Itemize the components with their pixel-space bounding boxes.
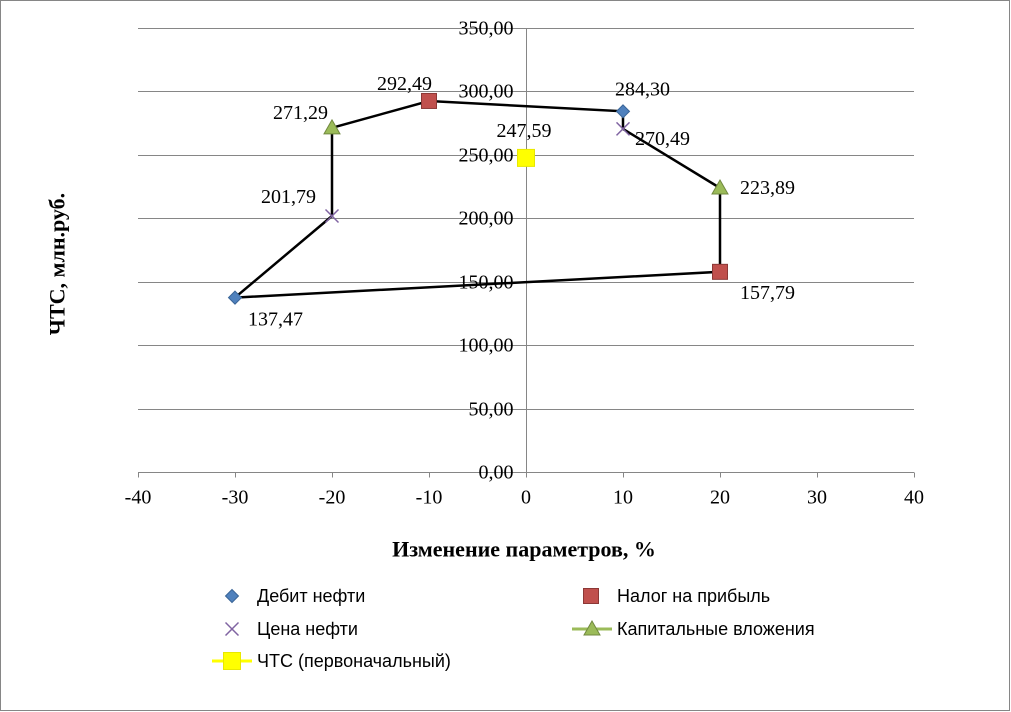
x-tick-label: 40 [904,487,924,509]
legend-square-icon [583,588,599,604]
y-tick-label: 150,00 [459,272,514,294]
x-tick-label: -10 [416,487,443,509]
x-tick-label: 30 [807,487,827,509]
series-5-point-1-label: 247,59 [497,120,552,142]
series-2-point-1-marker [421,92,437,109]
series-3-point-1-marker-stroke [324,208,340,224]
x-tick-label: -20 [319,487,346,509]
y-tick-label: 100,00 [459,335,514,357]
legend-item: Налог на прибыль [583,586,770,606]
legend-label: Капитальные вложения [617,619,815,639]
legend-triangle-icon [583,619,601,636]
y-axis-title: ЧТС, млн.руб. [45,193,70,335]
legend-x-icon [224,621,240,637]
legend-label: Налог на прибыль [617,586,770,606]
legend-label: Дебит нефти [257,586,365,606]
series-2-point-2-label: 157,79 [740,282,795,304]
series-4-point-2-label: 223,89 [740,177,795,199]
series-4-point-1-label: 271,29 [273,102,328,124]
legend-diamond-icon [224,588,240,604]
legend-item: Дебит нефти [224,586,365,606]
series-1-point-2-marker [615,104,631,119]
legend-item: ЧТС (первоначальный) [212,651,451,671]
data-markers [227,92,729,305]
x-tick-label: -40 [125,487,152,509]
legend-square-icon [223,652,241,670]
series-3-point-2-marker-stroke [615,121,631,136]
x-tick-label: 0 [521,487,531,509]
legend: Дебит нефти Налог на прибыль Цена нефти Кап… [212,586,815,671]
legend-item: Цена нефти [224,619,358,639]
legend-item: Капитальные вложения [572,619,815,639]
y-tick-label: 350,00 [459,18,514,40]
series-3-point-2-label: 270,49 [635,128,690,150]
series-4-point-1-marker [323,118,341,135]
data-labels: 137,47 284,30 292,49 157,79 201,79 270,49 271,… [248,73,795,331]
x-tick-label: 20 [710,487,730,509]
series-3-point-2-marker [615,121,631,136]
x-tick-label: -30 [222,487,249,509]
y-tick-label: 250,00 [459,145,514,167]
series-2-point-1-label: 292,49 [377,73,432,95]
series-1-point-1-label: 137,47 [248,309,303,331]
series-1-point-2-label: 284,30 [615,78,670,100]
y-tick-label: 300,00 [459,81,514,103]
y-tick-label: 50,00 [469,399,514,421]
series-2-point-2-marker [712,263,728,280]
x-axis-title: Изменение параметров, % [392,537,656,562]
y-tick-label: 200,00 [459,208,514,230]
x-tick-label: 10 [613,487,633,509]
series-3-point-1-marker [324,208,340,224]
legend-label: ЧТС (первоначальный) [257,651,451,671]
y-tick-label: 0,00 [479,462,514,484]
series-4-point-2-marker [711,178,729,195]
series-1-point-1-marker [227,290,243,305]
y-tick-labels: 0,00 50,00 100,00 150,00 200,00 250,00 300,00 3… [459,18,514,484]
legend-label: Цена нефти [257,619,358,639]
series-5-point-1-marker [517,148,535,167]
axes [138,28,915,478]
legend-x-icon-stroke [224,621,240,637]
series-3-point-1-label: 201,79 [261,186,316,208]
x-tick-labels: -40 -30 -20 -10 0 10 20 30 40 [125,487,924,509]
